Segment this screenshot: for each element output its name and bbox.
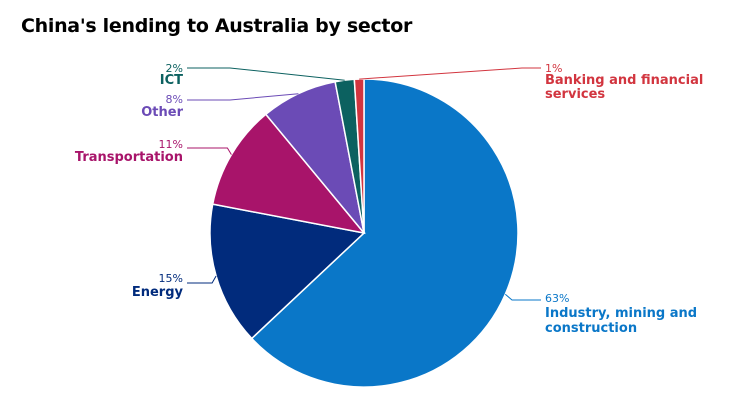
leader-line-transportation bbox=[187, 147, 232, 155]
category-label-other: Other bbox=[141, 105, 183, 120]
pct-label-banking-and-financial: 1% bbox=[545, 62, 562, 75]
chart-title: China's lending to Australia by sector bbox=[21, 15, 413, 37]
category-label-industry-mining-and: Industry, mining and bbox=[545, 306, 697, 321]
category-label-transportation: Transportation bbox=[75, 150, 183, 165]
leader-line-ict bbox=[187, 67, 345, 81]
pct-label-other: 8% bbox=[166, 93, 183, 106]
pct-label-transportation: 11% bbox=[159, 138, 183, 151]
pie-slice-industry-mining-and bbox=[250, 78, 519, 388]
leader-line-other bbox=[187, 93, 299, 101]
pct-label-ict: 2% bbox=[166, 62, 183, 75]
category-label-banking-and-financial-line-2: services bbox=[545, 87, 605, 102]
leader-line-energy bbox=[187, 275, 217, 284]
pct-label-energy: 15% bbox=[159, 272, 183, 285]
pie-slice-transportation bbox=[211, 113, 366, 235]
category-label-industry-mining-and-line-2: construction bbox=[545, 321, 637, 336]
leader-line-banking-and-financial bbox=[359, 67, 541, 80]
category-label-energy: Energy bbox=[132, 285, 184, 300]
pct-label-industry-mining-and: 63% bbox=[545, 292, 569, 305]
pie-slice-energy bbox=[209, 203, 366, 340]
leader-line-industry-mining-and bbox=[504, 293, 541, 301]
category-label-banking-and-financial: Banking and financial bbox=[545, 73, 703, 88]
category-label-ict: ICT bbox=[160, 73, 183, 88]
